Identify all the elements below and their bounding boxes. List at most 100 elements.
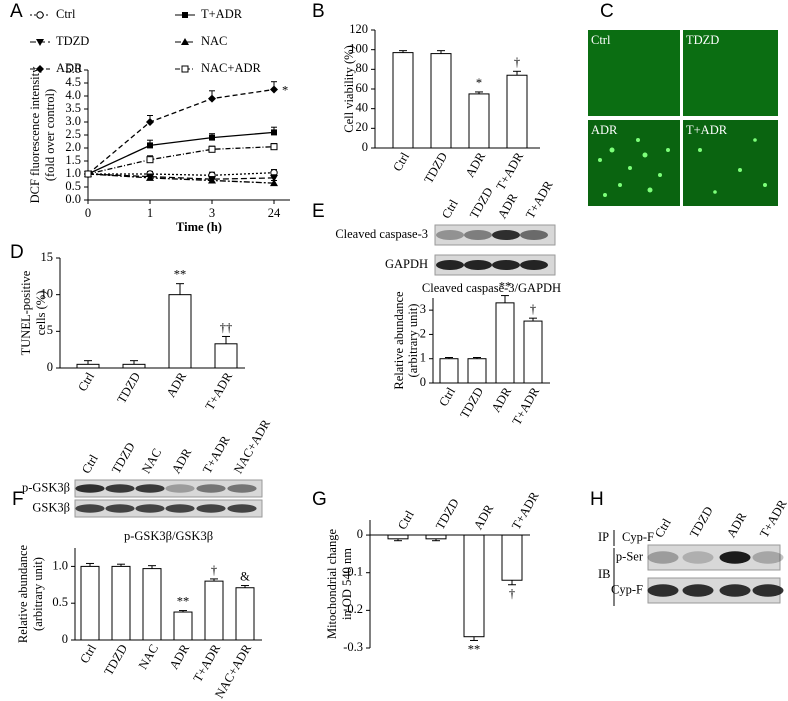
y-tick-label: 5 bbox=[47, 323, 53, 337]
marker bbox=[208, 94, 216, 103]
band bbox=[105, 504, 135, 513]
y-tick-label: 20 bbox=[356, 120, 369, 134]
band bbox=[75, 504, 105, 513]
x-tick-label: ADR bbox=[167, 641, 193, 671]
marker bbox=[270, 179, 278, 187]
band bbox=[196, 504, 226, 513]
y-tick-label: 0.5 bbox=[52, 595, 68, 609]
marker bbox=[209, 134, 215, 141]
panel-label: G bbox=[312, 489, 327, 510]
x-tick-label: Ctrl bbox=[75, 369, 97, 393]
y-tick-label: 80 bbox=[356, 61, 369, 75]
marker bbox=[147, 142, 153, 149]
y-tick-label: -0.3 bbox=[343, 640, 363, 654]
band bbox=[227, 484, 257, 493]
image bbox=[683, 120, 778, 206]
bar bbox=[204, 580, 224, 641]
band bbox=[464, 260, 492, 270]
x-tick-label: ADR bbox=[164, 369, 190, 399]
x-tick-label: Ctrl bbox=[395, 508, 417, 532]
bar bbox=[467, 358, 487, 384]
x-tick-label: Ctrl bbox=[390, 149, 412, 173]
band bbox=[165, 484, 195, 493]
image bbox=[588, 120, 680, 206]
band bbox=[135, 484, 165, 493]
bar bbox=[173, 611, 193, 641]
marker bbox=[271, 129, 277, 136]
marker bbox=[208, 176, 216, 184]
band bbox=[719, 584, 751, 597]
bar bbox=[425, 534, 447, 540]
marker bbox=[208, 145, 216, 153]
band bbox=[520, 230, 548, 240]
lane-label: T+ADR bbox=[757, 497, 788, 540]
y-axis-label: cells (%) bbox=[34, 291, 48, 336]
y-tick-label: 2 bbox=[420, 326, 426, 340]
bar bbox=[214, 343, 238, 369]
y-tick-label: 1.5 bbox=[65, 153, 81, 167]
panel-label: E bbox=[312, 201, 325, 222]
bar bbox=[523, 320, 543, 384]
legend-label: T+ADR bbox=[201, 7, 243, 21]
x-tick-label: 1 bbox=[147, 206, 153, 220]
ip-target: Cyp-F bbox=[622, 530, 654, 544]
legend-label: TDZD bbox=[56, 34, 89, 48]
legend-marker bbox=[36, 65, 44, 73]
image bbox=[683, 30, 778, 116]
x-tick-label: Ctrl bbox=[77, 641, 99, 665]
panel-label: C bbox=[600, 1, 614, 22]
bar bbox=[468, 93, 490, 149]
band bbox=[436, 230, 464, 240]
bar bbox=[506, 74, 528, 149]
panel-label: D bbox=[10, 242, 24, 263]
annotation: † bbox=[530, 302, 536, 316]
y-axis-label: in OD 540 nm bbox=[340, 548, 354, 620]
panel-label: B bbox=[312, 1, 325, 22]
legend-label: NAC+ADR bbox=[201, 61, 261, 75]
legend-label: ADR bbox=[56, 61, 83, 75]
y-axis-label: TUNEL-positive bbox=[19, 270, 33, 355]
bar bbox=[392, 52, 414, 149]
y-tick-label: 4.5 bbox=[65, 75, 81, 89]
marker bbox=[146, 173, 154, 181]
y-axis-label: (arbitrary unit) bbox=[31, 557, 45, 631]
image-label: T+ADR bbox=[686, 123, 728, 137]
band bbox=[464, 230, 492, 240]
y-tick-label: 1 bbox=[420, 351, 426, 365]
lane-label: ADR bbox=[495, 191, 521, 221]
x-tick-label: 3 bbox=[209, 206, 215, 220]
y-tick-label: 0 bbox=[62, 632, 68, 646]
x-tick-label: TDZD bbox=[457, 385, 486, 421]
y-tick-label: 0.5 bbox=[65, 179, 81, 193]
series-line bbox=[88, 172, 275, 176]
annotation: ** bbox=[174, 268, 187, 282]
y-tick-label: 5.0 bbox=[65, 62, 81, 76]
legend-marker bbox=[181, 38, 189, 45]
annotation: ** bbox=[468, 642, 481, 656]
lane-label: T+ADR bbox=[523, 178, 556, 221]
y-tick-label: 60 bbox=[356, 81, 369, 95]
legend-marker bbox=[181, 65, 189, 73]
y-tick-label: 100 bbox=[349, 42, 368, 56]
x-tick-label: T+ADR bbox=[509, 489, 542, 532]
band bbox=[135, 504, 165, 513]
chart-title: p-GSK3β/GSK3β bbox=[124, 529, 213, 543]
y-tick-label: 0.0 bbox=[65, 192, 81, 206]
y-axis-label: Cell viability (%) bbox=[342, 45, 356, 132]
row-label: GSK3β bbox=[32, 500, 70, 514]
y-tick-label: 10 bbox=[41, 287, 54, 301]
band bbox=[752, 584, 784, 597]
x-tick-label: ADR bbox=[463, 149, 489, 179]
lane-label: Ctrl bbox=[439, 197, 461, 221]
band bbox=[719, 551, 751, 564]
bar bbox=[80, 565, 100, 641]
band bbox=[227, 504, 257, 513]
marker bbox=[146, 156, 154, 164]
x-tick-label: TDZD bbox=[114, 370, 143, 406]
blot-strip bbox=[74, 479, 263, 498]
image-label: Ctrl bbox=[591, 33, 611, 47]
row-label: Cleaved caspase-3 bbox=[335, 227, 428, 241]
band bbox=[75, 484, 105, 493]
marker bbox=[270, 174, 278, 182]
